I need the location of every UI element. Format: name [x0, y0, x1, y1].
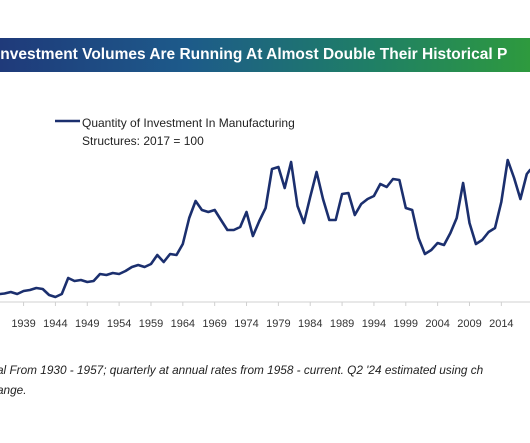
x-tick-label-1944: 1944 [43, 318, 67, 330]
x-tick-label-1974: 1974 [234, 318, 258, 330]
x-tick-label-1989: 1989 [330, 318, 354, 330]
x-tick-label-1964: 1964 [171, 318, 195, 330]
x-tick-label-2004: 2004 [425, 318, 449, 330]
footnote: al From 1930 - 1957; quarterly at annual… [0, 360, 530, 400]
x-tick-label-1954: 1954 [107, 318, 131, 330]
x-tick-label-1999: 1999 [394, 318, 418, 330]
series-line-manufacturing-structures [0, 158, 530, 299]
legend-label: Quantity of Investment In Manufacturing … [82, 116, 295, 148]
x-tick-label-1984: 1984 [298, 318, 322, 330]
x-axis-tick-labels: 1939 1944 1949 1954 1959 1964 1969 1974 1979 1984… [11, 318, 513, 330]
x-tick-label-1949: 1949 [75, 318, 99, 330]
chart-title: Investment Volumes Are Running At Almost… [0, 46, 508, 63]
x-tick-label-1959: 1959 [139, 318, 163, 330]
x-tick-label-1969: 1969 [202, 318, 226, 330]
x-tick-label-1994: 1994 [362, 318, 386, 330]
footnote-line-1: al From 1930 - 1957; quarterly at annual… [0, 363, 484, 377]
x-tick-label-1979: 1979 [266, 318, 290, 330]
x-axis-ticks [23, 302, 502, 306]
footnote-line-2: ange. [0, 383, 27, 397]
title-banner: Investment Volumes Are Running At Almost… [0, 38, 530, 72]
x-tick-label-1939: 1939 [11, 318, 35, 330]
x-tick-label-2009: 2009 [457, 318, 481, 330]
x-tick-label-2014: 2014 [489, 318, 513, 330]
